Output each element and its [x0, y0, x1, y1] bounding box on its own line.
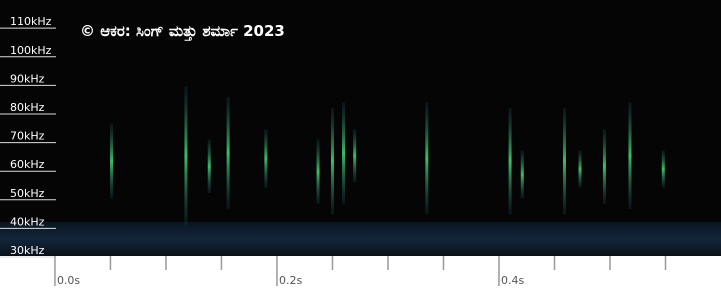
- page: © ಆಕರ: ಸಿಂಗ್ ಮತ್ತು ಶರ್ಮಾ 2023 110kHz 100k…: [0, 0, 721, 289]
- x-tick-label: 0.4s: [501, 274, 524, 287]
- x-tick-label: 0.2s: [279, 274, 302, 287]
- chart-title: © ಆಕರ: ಸಿಂಗ್ ಮತ್ತು ಶರ್ಮಾ 2023: [80, 22, 285, 41]
- spectrogram: © ಆಕರ: ಸಿಂಗ್ ಮತ್ತು ಶರ್ಮಾ 2023 110kHz 100k…: [0, 0, 721, 289]
- noise-band: [0, 222, 721, 256]
- call-streak: [342, 102, 345, 204]
- y-tick-label: 90kHz: [10, 72, 45, 85]
- y-tick-label: 80kHz: [10, 101, 45, 114]
- call-streak: [425, 102, 428, 214]
- y-tick-label: 30kHz: [10, 244, 45, 257]
- call-streak: [628, 102, 631, 209]
- y-tick-label: 110kHz: [10, 15, 52, 28]
- call-streak: [264, 129, 267, 188]
- call-streak: [353, 129, 356, 182]
- call-streak: [331, 108, 334, 215]
- call-streak: [317, 140, 320, 204]
- y-tick-label: 50kHz: [10, 187, 45, 200]
- call-streak: [208, 140, 211, 193]
- call-streak: [227, 97, 230, 209]
- call-streak: [563, 108, 566, 215]
- call-streak: [521, 150, 524, 198]
- call-streak: [509, 108, 512, 215]
- y-tick-label: 100kHz: [10, 44, 52, 57]
- call-streak: [184, 86, 187, 225]
- x-tick-label: 0.0s: [57, 274, 80, 287]
- y-tick-label: 70kHz: [10, 130, 45, 143]
- call-streak: [110, 124, 113, 199]
- call-streak: [662, 150, 665, 187]
- call-streak: [579, 150, 582, 187]
- y-tick-label: 60kHz: [10, 158, 45, 171]
- call-streak: [603, 129, 606, 204]
- y-tick-label: 40kHz: [10, 215, 45, 228]
